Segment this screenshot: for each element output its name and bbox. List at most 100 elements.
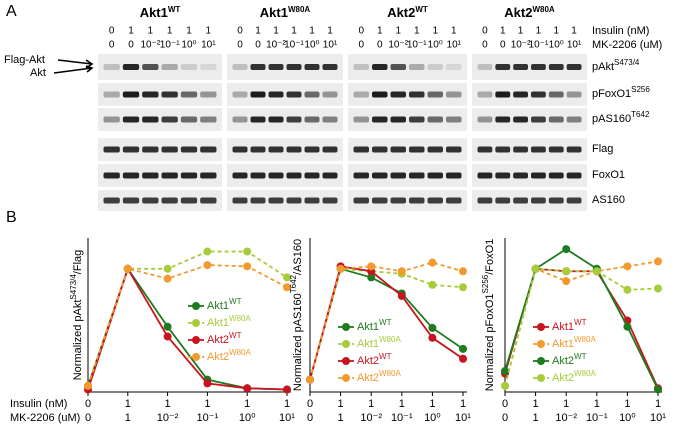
lane-mk: 0 — [237, 40, 243, 51]
blot-row-label-sup: T642 — [631, 110, 650, 119]
data-point — [428, 280, 437, 289]
blot-band — [250, 197, 266, 204]
legend-label: Akt1WT — [552, 318, 587, 333]
blot-band — [513, 64, 528, 70]
lane-insulin: 1 — [327, 26, 333, 37]
blot-band — [495, 146, 511, 153]
series-line — [504, 267, 659, 387]
blot-panel — [348, 138, 467, 161]
data-point — [459, 283, 467, 292]
blot-band — [427, 172, 443, 179]
blot-band — [232, 64, 248, 70]
data-point — [283, 273, 291, 282]
blot-band — [322, 91, 338, 98]
legend-label: Akt1W80A — [552, 335, 596, 350]
blot-band — [268, 197, 284, 204]
data-point — [623, 262, 632, 271]
legend-label-part: Akt2 — [357, 372, 379, 384]
blot-band — [286, 64, 302, 70]
lane-insulin: 1 — [128, 26, 134, 37]
blot-panel — [348, 54, 467, 80]
legend-label: Akt2WT — [207, 331, 242, 346]
blot-row-label-part: FoxO1 — [592, 169, 625, 181]
legend-label: Akt1W80A — [357, 335, 401, 350]
lane-mk: 10¹ — [447, 40, 462, 51]
legend-label-part: Akt2 — [207, 351, 229, 363]
blot-band — [372, 116, 388, 123]
legend-marker — [192, 336, 200, 344]
blot-band — [103, 197, 120, 204]
blot-band — [122, 172, 140, 179]
blot-band — [477, 146, 493, 153]
x-tick-label: 0 — [502, 412, 508, 424]
group-header-part: Akt2 — [387, 5, 415, 20]
blot-band — [250, 91, 266, 98]
blot-band — [232, 116, 248, 123]
blot-row-label: pAS160T642 — [592, 110, 650, 125]
blot-band — [200, 172, 217, 179]
blot-band — [142, 197, 159, 204]
blot-band — [122, 91, 140, 98]
blot-band — [180, 146, 198, 153]
blot-band — [566, 172, 582, 179]
lane-mk: 0 — [500, 40, 506, 51]
data-point — [501, 381, 509, 390]
data-point — [654, 257, 662, 266]
data-point — [428, 258, 437, 267]
legend-label-sup: WT — [379, 318, 392, 327]
legend-label-part: Akt1 — [357, 321, 379, 333]
legend-label: Akt2W80A — [357, 369, 401, 384]
blot-band — [161, 197, 178, 204]
blot-band — [495, 197, 511, 204]
blot-band — [103, 64, 120, 70]
group-header: Akt2W80A — [504, 5, 555, 20]
data-point — [203, 247, 212, 256]
x-tick-insulin: 1 — [594, 398, 600, 410]
legend-label-part: Akt1 — [552, 321, 574, 333]
x-tick-insulin: 1 — [284, 398, 290, 410]
lane-mk: 0 — [377, 40, 383, 51]
blot-row-label: pAktS473/4 — [592, 58, 640, 73]
blot-band — [372, 91, 388, 98]
data-point — [654, 385, 662, 394]
blot-band — [495, 172, 511, 179]
data-point — [243, 262, 252, 271]
blot-band — [180, 197, 198, 204]
lane-insulin: 1 — [432, 26, 438, 37]
x-tick-insulin: 0 — [307, 398, 313, 410]
data-point — [459, 344, 467, 353]
x-tick-label: 10⁰ — [239, 412, 256, 424]
legend-marker — [192, 302, 200, 310]
blot-band — [548, 146, 564, 153]
legend-marker — [537, 340, 545, 348]
blot-band — [531, 116, 546, 123]
blot-band — [122, 64, 140, 70]
blot-band — [180, 64, 198, 70]
blot-band — [446, 146, 462, 153]
x-tick-insulin: 1 — [460, 398, 466, 410]
data-point — [623, 322, 632, 331]
legend-label: Akt1WT — [357, 318, 392, 333]
lane-insulin: 1 — [414, 26, 420, 37]
lane-insulin: 1 — [148, 26, 154, 37]
lane-insulin: 0 — [482, 26, 488, 37]
blot-band — [390, 172, 406, 179]
blot-band — [200, 197, 217, 204]
lane-mk: 10⁻² — [511, 40, 531, 51]
legend-label: Akt2WT — [357, 352, 392, 367]
blot-band — [446, 197, 462, 204]
x-tick-label: 10⁻¹ — [586, 412, 608, 424]
lane-insulin: 1 — [518, 26, 524, 37]
x-tick-label: 10⁻² — [157, 412, 179, 424]
blot-band — [122, 197, 140, 204]
data-point — [428, 333, 437, 342]
legend-marker — [537, 357, 545, 365]
blot-band — [353, 146, 369, 153]
data-point — [163, 322, 172, 331]
data-point — [163, 274, 172, 283]
blot-band — [353, 116, 369, 123]
legend-marker — [342, 323, 350, 331]
legend-label-sup: W80A — [229, 348, 251, 357]
blot-band — [427, 91, 443, 98]
